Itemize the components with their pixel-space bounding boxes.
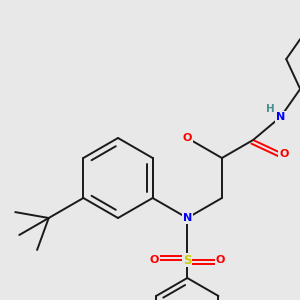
Text: O: O <box>183 133 192 143</box>
Text: N: N <box>183 213 192 223</box>
Text: N: N <box>276 112 285 122</box>
Text: O: O <box>215 255 225 265</box>
Text: O: O <box>279 149 289 159</box>
Text: O: O <box>150 255 159 265</box>
Text: S: S <box>183 254 191 266</box>
Text: H: H <box>266 104 275 114</box>
